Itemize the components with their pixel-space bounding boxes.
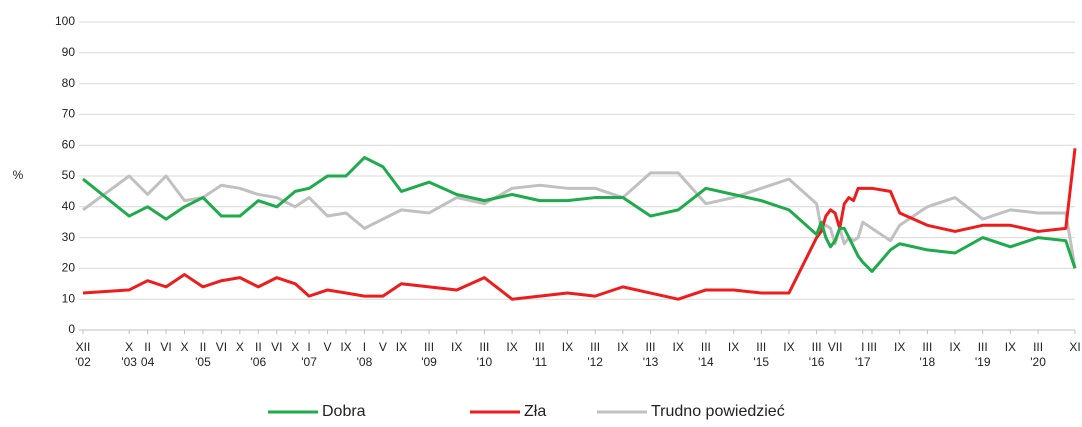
y-tick-label: 80 (62, 76, 76, 90)
y-tick-label: 30 (62, 230, 76, 244)
x-year-label: '10 (477, 355, 493, 369)
legend: Dobra Zła Trudno powiedzieć (268, 403, 785, 420)
x-year-label: '09 (421, 355, 437, 369)
x-tick-label: V (324, 340, 332, 354)
x-tick-label: III (590, 340, 600, 354)
x-year-label: '20 (1030, 355, 1046, 369)
x-tick-label: IX (894, 340, 905, 354)
x-tick-label: III (424, 340, 434, 354)
x-tick-label: X (236, 340, 244, 354)
x-tick-label: X (180, 340, 188, 354)
x-year-label: '16 (809, 355, 825, 369)
x-tick-label: III (646, 340, 656, 354)
x-tick-label: III (756, 340, 766, 354)
x-year-label: '18 (920, 355, 936, 369)
series-line (82, 156, 1077, 273)
x-tick-label: VI (216, 340, 227, 354)
y-tick-label: 100 (55, 14, 75, 28)
x-tick-label: III (867, 340, 877, 354)
x-tick-label: II (255, 340, 262, 354)
x-tick-label: I (861, 340, 864, 354)
y-tick-label: 40 (62, 199, 76, 213)
x-tick-label: III (1033, 340, 1043, 354)
x-year-label: '06 (251, 355, 267, 369)
x-year-label: '13 (643, 355, 659, 369)
x-year-label: '05 (195, 355, 211, 369)
x-tick-label: IX (451, 340, 462, 354)
legend-label: Trudno powiedzieć (651, 403, 785, 420)
x-tick-label: IX (783, 340, 794, 354)
x-year-label: '08 (357, 355, 373, 369)
x-tick-label: III (701, 340, 711, 354)
x-tick-label: I (363, 340, 366, 354)
x-tick-label: V (379, 340, 387, 354)
x-tick-label: IX (673, 340, 684, 354)
y-tick-label: 0 (68, 322, 75, 336)
x-tick-label: IX (728, 340, 739, 354)
x-tick-label: IX (506, 340, 517, 354)
x-year-label: '03 (121, 355, 137, 369)
y-tick-label: 70 (62, 107, 76, 121)
y-tick-label: 50 (62, 168, 76, 182)
x-tick-label: III (978, 340, 988, 354)
x-year-label: '07 (301, 355, 317, 369)
y-tick-label: 60 (62, 137, 76, 151)
y-axis-label: % (13, 168, 24, 182)
x-year-label: '19 (975, 355, 991, 369)
x-tick-label: XI (1069, 340, 1080, 354)
x-year-label: '14 (698, 355, 714, 369)
series-line (82, 171, 1077, 269)
x-tick-label: II (144, 340, 151, 354)
x-tick-label: XII (76, 340, 91, 354)
x-tick-label: II (200, 340, 207, 354)
x-tick-label: III (479, 340, 489, 354)
x-tick-label: X (291, 340, 299, 354)
x-tick-label: X (125, 340, 133, 354)
x-tick-label: IX (562, 340, 573, 354)
legend-label: Zła (524, 403, 546, 420)
x-tick-label: VI (271, 340, 282, 354)
x-year-label: '11 (532, 355, 547, 369)
x-tick-label: IX (396, 340, 407, 354)
x-tick-label: I (307, 340, 310, 354)
x-year-label: '12 (587, 355, 603, 369)
y-tick-label: 90 (62, 45, 76, 59)
series-line (82, 148, 1077, 301)
x-tick-label: III (812, 340, 822, 354)
legend-label: Dobra (322, 403, 366, 420)
y-tick-label: 10 (62, 291, 76, 305)
x-tick-label: IX (949, 340, 960, 354)
x-tick-label: IX (340, 340, 351, 354)
x-year-label: '02 (75, 355, 91, 369)
x-year-label: '17 (855, 355, 871, 369)
x-tick-label: III (922, 340, 932, 354)
x-year-label: 04 (141, 355, 155, 369)
y-tick-label: 20 (62, 261, 76, 275)
x-year-label: '15 (753, 355, 769, 369)
x-tick-label: III (535, 340, 545, 354)
x-tick-label: VI (160, 340, 171, 354)
x-tick-label: IX (1005, 340, 1016, 354)
x-tick-label: IX (617, 340, 628, 354)
x-tick-label: VII (828, 340, 843, 354)
